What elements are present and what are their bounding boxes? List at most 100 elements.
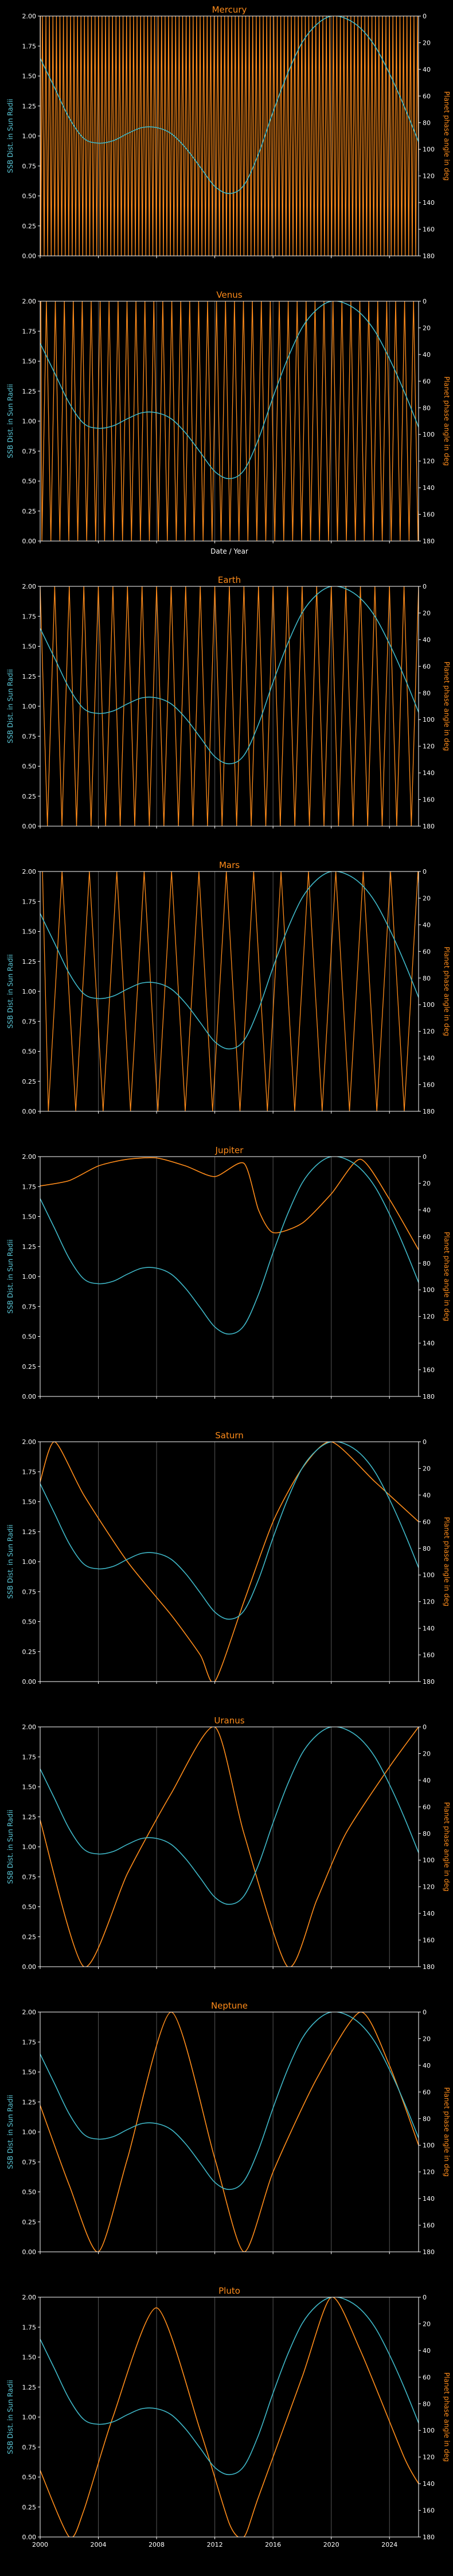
y-tick-label-left: 2.00 [22,1438,37,1446]
y-tick-label-left: 0.50 [22,1048,37,1056]
y-tick-label-right: 40 [423,1777,431,1784]
y-tick-label-left: 0.00 [22,1393,37,1400]
y-axis-label-left: SSB Dist. in Sun Radii [6,954,14,1029]
y-tick-label-right: 140 [423,199,435,207]
y-tick-label-right: 0 [423,1438,427,1446]
y-tick-label-left: 2.00 [22,2294,37,2301]
y-tick-label-right: 140 [423,1910,435,1917]
y-tick-label-left: 1.75 [22,1183,37,1190]
y-tick-label-right: 180 [423,823,435,830]
y-axis-label-left: SSB Dist. in Sun Radii [6,384,14,458]
panel-neptune: Neptune 0.00 0.25 0.50 0.75 1.00 1.25 1.50 1.75 2… [6,2001,451,2256]
y-tick-label-right: 160 [423,2222,435,2229]
y-tick-label-right: 20 [423,1465,431,1472]
y-tick-label-left: 0.75 [22,2443,37,2451]
y-axis-label-left: SSB Dist. in Sun Radii [6,1524,14,1599]
y-tick-label-right: 0 [423,1723,427,1731]
y-tick-label-right: 180 [423,2534,435,2541]
y-tick-label-right: 180 [423,2248,435,2256]
y-tick-label-left: 0.25 [22,2504,37,2511]
y-tick-label-left: 0.00 [22,1678,37,1686]
curves [40,1442,419,1682]
y-tick-label-right: 60 [423,1233,431,1240]
y-tick-label-right: 0 [423,868,427,875]
y-tick-label-right: 160 [423,796,435,804]
y-tick-label-right: 160 [423,226,435,234]
y-tick-label-left: 1.00 [22,988,37,995]
y-tick-label-right: 140 [423,769,435,777]
y-tick-label-right: 40 [423,1492,431,1499]
y-axis-label-left: SSB Dist. in Sun Radii [6,2380,14,2454]
x-axis-label: Date / Year [210,547,248,555]
y-tick-label-left: 0.75 [22,162,37,170]
y-tick-label-right: 120 [423,743,435,750]
y-tick-label-right: 20 [423,609,431,617]
y-tick-label-right: 0 [423,2009,427,2016]
y-tick-label-right: 160 [423,1652,435,1659]
plot-frame [40,2297,419,2538]
panel-pluto: Pluto 0.00 0.25 0.50 0.75 1.00 1.25 1.50 1.75 2.0… [6,2286,451,2548]
y-tick-label-right: 120 [423,1884,435,1891]
y-tick-label-right: 40 [423,2062,431,2069]
y-tick-label-left: 0.50 [22,2189,37,2196]
phase-angle-series [40,301,419,541]
y-tick-label-right: 20 [423,2320,431,2328]
curves [40,871,419,1111]
y-tick-label-left: 0.75 [22,1303,37,1310]
plot-frame [40,871,419,1112]
y-axis-label-right: Planet phase angle in deg [443,91,451,181]
x-tick-label: 2000 [32,2541,48,2548]
y-tick-label-right: 80 [423,1830,431,1838]
panel-mercury: Mercury 0.00 0.25 0.50 0.75 1.00 1.25 1.50 1.75 2… [6,5,451,260]
y-tick-label-left: 2.00 [22,2009,37,2016]
y-axis-label-left: SSB Dist. in Sun Radii [6,1810,14,1884]
y-tick-label-left: 0.00 [22,1108,37,1115]
y-tick-label-right: 80 [423,1545,431,1552]
y-tick-label-right: 120 [423,2454,435,2461]
y-tick-label-right: 20 [423,39,431,46]
y-tick-label-left: 0.50 [22,2474,37,2481]
y-tick-label-left: 0.25 [22,1933,37,1941]
ssb-distance-series [40,2012,419,2190]
y-tick-label-left: 1.50 [22,1499,37,1506]
y-tick-label-left: 0.75 [22,2158,37,2166]
y-tick-label-right: 60 [423,1803,431,1811]
y-tick-label-right: 20 [423,2035,431,2042]
y-tick-label-right: 80 [423,2115,431,2123]
y-tick-label-left: 0.25 [22,1078,37,1085]
panel-title: Jupiter [215,1145,244,1155]
y-tick-label-left: 0.00 [22,823,37,830]
y-tick-label-right: 60 [423,663,431,670]
y-tick-label-left: 2.00 [22,298,37,305]
y-tick-label-left: 1.50 [22,358,37,365]
y-tick-label-right: 60 [423,1518,431,1526]
y-tick-label-right: 120 [423,1313,435,1321]
y-tick-label-left: 1.50 [22,928,37,936]
curves [40,2297,419,2537]
x-tick-label: 2012 [207,2541,223,2548]
y-tick-label-left: 0.25 [22,508,37,515]
y-tick-label-left: 1.75 [22,328,37,335]
y-tick-label-right: 40 [423,66,431,73]
y-tick-label-left: 1.75 [22,1753,37,1761]
plot-frame [40,2011,419,2252]
y-tick-label-left: 1.00 [22,133,37,140]
y-tick-label-right: 140 [423,484,435,492]
y-tick-label-right: 0 [423,298,427,305]
y-tick-label-left: 0.25 [22,223,37,230]
y-tick-label-right: 80 [423,690,431,697]
y-tick-label-left: 1.75 [22,898,37,905]
y-tick-label-left: 0.00 [22,1963,37,1971]
y-tick-label-right: 140 [423,2195,435,2203]
y-tick-label-right: 100 [423,716,435,723]
y-tick-label-right: 140 [423,1625,435,1632]
panel-jupiter: Jupiter 0.00 0.25 0.50 0.75 1.00 1.25 1.50 1.75 2… [6,1145,451,1400]
y-tick-label-right: 120 [423,1598,435,1606]
y-tick-label-right: 180 [423,1108,435,1115]
curves [40,586,419,826]
phase-angle-series [40,1727,419,1967]
panel-title: Mercury [212,5,247,15]
y-tick-label-left: 1.25 [22,958,37,966]
y-tick-label-left: 0.50 [22,193,37,200]
y-axis-label-left: SSB Dist. in Sun Radii [6,669,14,744]
